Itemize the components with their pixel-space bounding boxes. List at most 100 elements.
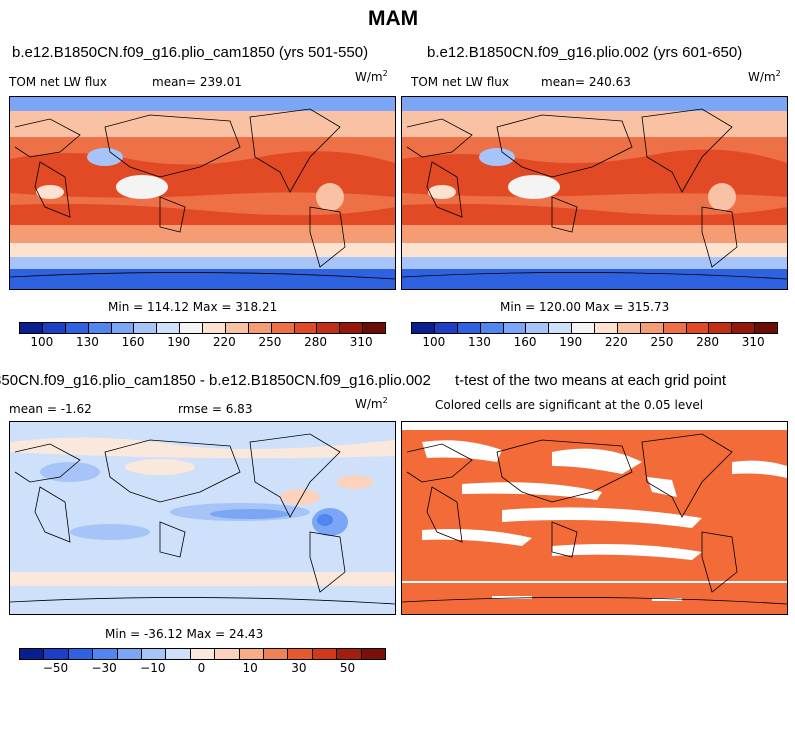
colorbar-swatch xyxy=(142,649,167,659)
colorbar-swatch xyxy=(663,323,687,333)
colorbar-swatch xyxy=(312,649,338,659)
colorbar-tick-label: −10 xyxy=(140,661,166,675)
colorbar-swatch xyxy=(180,323,203,333)
colorbar-swatch xyxy=(88,323,112,333)
panel1-colorbar-ticks: 100 130 160 190 220 250 280 310 xyxy=(19,335,384,351)
colorbar-swatch xyxy=(117,649,143,659)
colorbar-swatch xyxy=(755,323,777,333)
colorbar-swatch xyxy=(42,323,66,333)
colorbar-swatch xyxy=(239,649,265,659)
panel3-colorbar-ticks: −50 −30 −10 0 10 30 50 xyxy=(19,661,384,677)
colorbar-swatch xyxy=(640,323,664,333)
panel2-mean: mean= 240.63 xyxy=(541,75,631,89)
colorbar-swatch xyxy=(203,323,226,333)
panel2-map-svg xyxy=(402,97,787,289)
panel4-subtitle: Colored cells are significant at the 0.0… xyxy=(435,398,704,412)
colorbar-swatch xyxy=(412,323,435,333)
colorbar-swatch xyxy=(686,323,710,333)
colorbar-swatch xyxy=(93,649,118,659)
panel1-minmax: Min = 114.12 Max = 318.21 xyxy=(108,300,278,314)
colorbar-swatch xyxy=(732,323,756,333)
colorbar-swatch xyxy=(65,323,89,333)
colorbar-swatch xyxy=(363,323,385,333)
colorbar-swatch xyxy=(157,323,181,333)
panel2-field-label: TOM net LW flux xyxy=(411,75,509,89)
colorbar-swatch xyxy=(317,323,341,333)
colorbar-swatch xyxy=(248,323,272,333)
colorbar-tick-label: 190 xyxy=(559,335,583,349)
colorbar-swatch xyxy=(271,323,295,333)
colorbar-swatch xyxy=(434,323,458,333)
colorbar-swatch xyxy=(225,323,249,333)
colorbar-swatch xyxy=(20,649,45,659)
panel1-title: b.e12.B1850CN.f09_g16.plio_cam1850 (yrs … xyxy=(12,44,369,61)
colorbar-tick-label: 130 xyxy=(467,335,491,349)
panel3-units: W/m2 xyxy=(355,396,388,411)
colorbar-swatch xyxy=(340,323,364,333)
panel3-map xyxy=(9,421,396,615)
colorbar-swatch xyxy=(68,649,94,659)
colorbar-tick-label: 190 xyxy=(167,335,191,349)
colorbar-tick-label: 250 xyxy=(650,335,674,349)
colorbar-swatch xyxy=(572,323,595,333)
colorbar-swatch xyxy=(480,323,504,333)
colorbar-tick-label: 220 xyxy=(604,335,628,349)
panel2-minmax: Min = 120.00 Max = 315.73 xyxy=(500,300,670,314)
colorbar-swatch xyxy=(111,323,135,333)
colorbar-swatch xyxy=(190,649,216,659)
panel4-title: t-test of the two means at each grid poi… xyxy=(455,372,726,389)
colorbar-swatch xyxy=(134,323,158,333)
panel2-map xyxy=(401,96,788,290)
colorbar-swatch xyxy=(457,323,481,333)
colorbar-swatch xyxy=(288,649,313,659)
panel1-field-label: TOM net LW flux xyxy=(9,75,107,89)
colorbar-swatch xyxy=(44,649,69,659)
colorbar-swatch xyxy=(166,649,191,659)
colorbar-tick-label: 10 xyxy=(242,661,258,675)
panel3-mean: mean = -1.62 xyxy=(9,402,92,416)
panel3-minmax: Min = -36.12 Max = 24.43 xyxy=(105,627,264,641)
colorbar-tick-label: 280 xyxy=(304,335,328,349)
panel1-map-svg xyxy=(10,97,395,289)
colorbar-tick-label: 250 xyxy=(258,335,282,349)
colorbar-tick-label: 310 xyxy=(349,335,373,349)
colorbar-tick-label: −30 xyxy=(91,661,117,675)
colorbar-swatch xyxy=(215,649,240,659)
colorbar-tick-label: 100 xyxy=(422,335,446,349)
panel2-title: b.e12.B1850CN.f09_g16.plio.002 (yrs 601-… xyxy=(427,44,743,61)
colorbar-swatch xyxy=(337,649,362,659)
panel1-units: W/m2 xyxy=(355,69,388,84)
colorbar-tick-label: 130 xyxy=(75,335,99,349)
panel3-colorbar xyxy=(19,648,386,660)
colorbar-swatch xyxy=(20,323,43,333)
colorbar-swatch xyxy=(503,323,527,333)
colorbar-swatch xyxy=(549,323,573,333)
colorbar-swatch xyxy=(709,323,733,333)
panel3-title: b.e12.B1850CN.f09_g16.plio_cam1850 - b.e… xyxy=(0,372,431,389)
colorbar-tick-label: 280 xyxy=(696,335,720,349)
colorbar-tick-label: 30 xyxy=(291,661,307,675)
panel2-colorbar-ticks: 100 130 160 190 220 250 280 310 xyxy=(411,335,776,351)
colorbar-tick-label: 0 xyxy=(197,661,206,675)
colorbar-tick-label: 160 xyxy=(121,335,145,349)
colorbar-tick-label: 50 xyxy=(339,661,356,675)
figure-title: MAM xyxy=(368,7,419,30)
panel1-colorbar xyxy=(19,322,386,334)
colorbar-tick-label: −50 xyxy=(42,661,69,675)
colorbar-swatch xyxy=(361,649,386,659)
colorbar-swatch xyxy=(264,649,289,659)
colorbar-swatch xyxy=(294,323,318,333)
colorbar-tick-label: 160 xyxy=(513,335,537,349)
colorbar-swatch xyxy=(617,323,641,333)
panel4-map-svg xyxy=(402,422,787,614)
colorbar-tick-label: 100 xyxy=(30,335,54,349)
panel2-units: W/m2 xyxy=(748,69,781,84)
panel4-map xyxy=(401,421,788,615)
colorbar-swatch xyxy=(595,323,618,333)
panel1-mean: mean= 239.01 xyxy=(152,75,242,89)
colorbar-swatch xyxy=(526,323,550,333)
panel2-colorbar xyxy=(411,322,778,334)
panel3-map-svg xyxy=(10,422,395,614)
panel3-rmse: rmse = 6.83 xyxy=(178,402,253,416)
panel1-map xyxy=(9,96,396,290)
